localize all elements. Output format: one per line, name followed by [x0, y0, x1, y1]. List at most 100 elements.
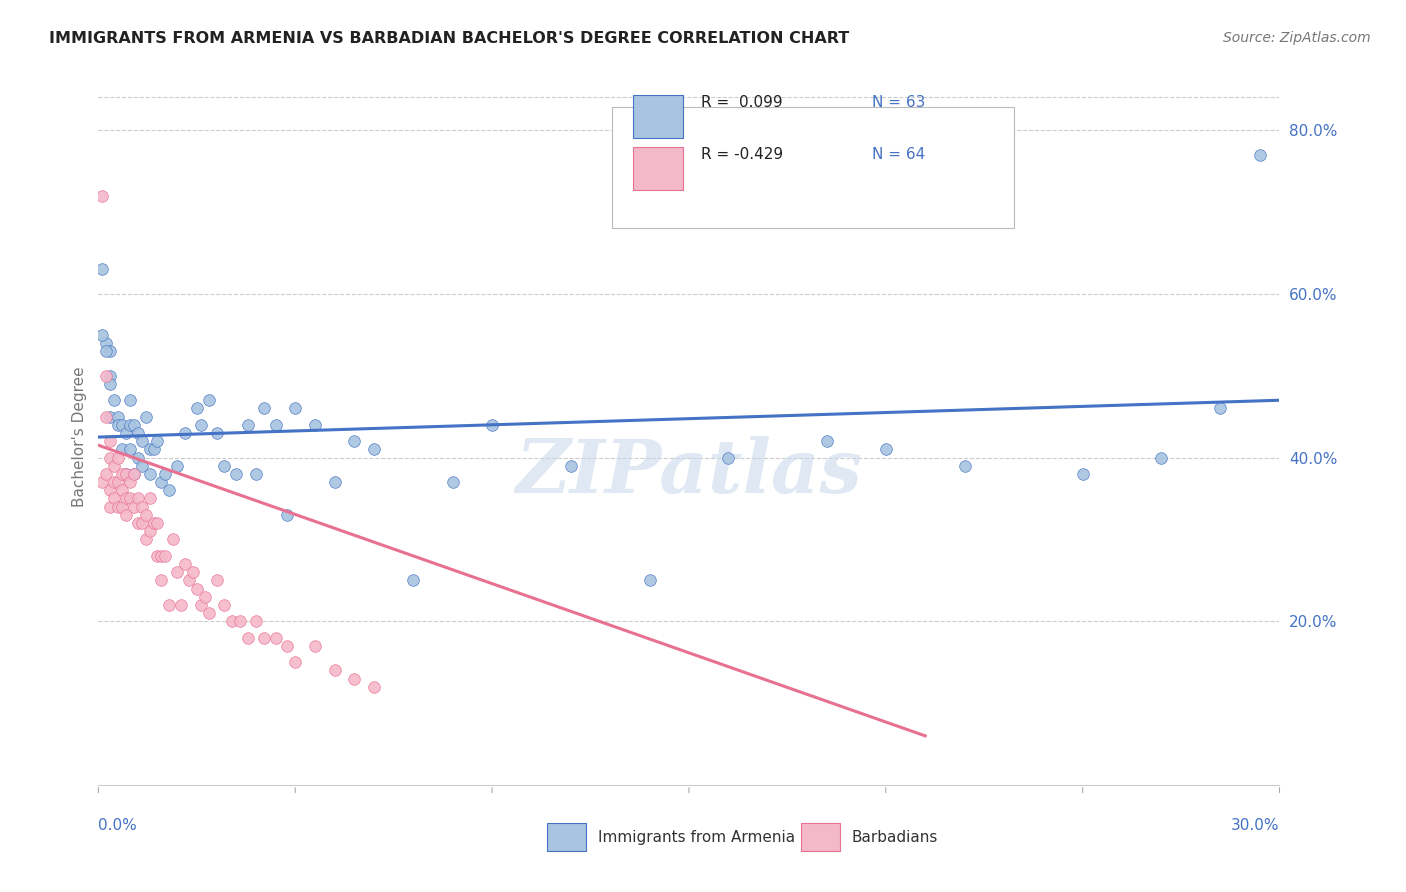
Point: [181, 565, 204, 579]
Point: [1249, 147, 1271, 161]
Text: 30.0%: 30.0%: [1232, 818, 1279, 833]
Point: [402, 574, 425, 588]
Point: [953, 458, 976, 473]
Point: [135, 409, 157, 424]
Point: [138, 467, 160, 481]
Point: [190, 417, 212, 432]
Point: [236, 417, 259, 432]
Point: [131, 458, 153, 473]
Point: [142, 516, 165, 530]
Point: [127, 450, 149, 465]
Point: [122, 467, 145, 481]
Point: [221, 614, 243, 628]
Text: Barbadians: Barbadians: [852, 830, 938, 845]
Point: [131, 434, 153, 449]
Text: N = 64: N = 64: [872, 147, 925, 162]
Point: [205, 574, 228, 588]
Point: [138, 442, 160, 457]
Point: [111, 500, 134, 514]
Text: IMMIGRANTS FROM ARMENIA VS BARBADIAN BACHELOR'S DEGREE CORRELATION CHART: IMMIGRANTS FROM ARMENIA VS BARBADIAN BAC…: [49, 31, 849, 46]
Text: ZIPatlas: ZIPatlas: [516, 435, 862, 508]
Point: [107, 500, 129, 514]
Point: [118, 475, 141, 489]
Text: Immigrants from Armenia: Immigrants from Armenia: [598, 830, 796, 845]
Point: [229, 614, 252, 628]
Point: [174, 425, 197, 440]
Point: [166, 565, 188, 579]
FancyBboxPatch shape: [634, 147, 683, 190]
Point: [118, 393, 141, 408]
Point: [245, 467, 267, 481]
Point: [253, 631, 276, 645]
FancyBboxPatch shape: [634, 95, 683, 138]
Point: [138, 491, 160, 506]
Point: [197, 606, 219, 620]
Point: [107, 409, 129, 424]
Point: [177, 574, 200, 588]
Point: [186, 401, 208, 416]
Point: [146, 549, 169, 563]
Point: [96, 409, 118, 424]
Point: [304, 417, 326, 432]
Point: [103, 475, 125, 489]
FancyBboxPatch shape: [612, 106, 1014, 228]
Point: [174, 557, 197, 571]
Point: [166, 458, 188, 473]
Point: [717, 450, 740, 465]
Point: [197, 393, 219, 408]
Point: [1150, 450, 1173, 465]
Point: [107, 450, 129, 465]
Text: R = -0.429: R = -0.429: [700, 147, 783, 162]
Point: [115, 491, 138, 506]
Point: [115, 467, 138, 481]
Point: [150, 475, 173, 489]
Point: [91, 475, 114, 489]
Point: [118, 442, 141, 457]
Point: [107, 475, 129, 489]
Point: [225, 467, 247, 481]
Point: [236, 631, 259, 645]
Point: [103, 491, 125, 506]
Point: [135, 533, 157, 547]
Point: [245, 614, 267, 628]
Point: [118, 417, 141, 432]
Point: [111, 467, 134, 481]
Point: [276, 639, 298, 653]
Point: [98, 344, 121, 359]
Point: [96, 344, 118, 359]
Point: [323, 475, 346, 489]
Point: [98, 500, 121, 514]
Point: [103, 458, 125, 473]
Point: [115, 508, 138, 522]
Point: [276, 508, 298, 522]
Text: 0.0%: 0.0%: [98, 818, 138, 833]
Text: N = 63: N = 63: [872, 95, 925, 110]
Point: [98, 409, 121, 424]
Point: [284, 401, 307, 416]
Point: [91, 262, 114, 277]
Point: [91, 188, 114, 202]
Point: [146, 434, 169, 449]
Point: [253, 401, 276, 416]
Point: [103, 393, 125, 408]
Point: [190, 598, 212, 612]
Point: [98, 483, 121, 498]
Point: [98, 368, 121, 383]
Point: [157, 598, 180, 612]
Point: [115, 467, 138, 481]
Point: [194, 590, 217, 604]
Y-axis label: Bachelor's Degree: Bachelor's Degree: [72, 367, 87, 508]
Point: [96, 368, 118, 383]
Point: [560, 458, 582, 473]
Point: [131, 500, 153, 514]
Point: [146, 516, 169, 530]
Point: [214, 458, 236, 473]
Point: [343, 434, 366, 449]
Point: [481, 417, 503, 432]
Point: [142, 442, 165, 457]
Point: [138, 524, 160, 539]
Point: [131, 516, 153, 530]
Point: [363, 442, 385, 457]
Point: [150, 574, 173, 588]
Point: [111, 417, 134, 432]
